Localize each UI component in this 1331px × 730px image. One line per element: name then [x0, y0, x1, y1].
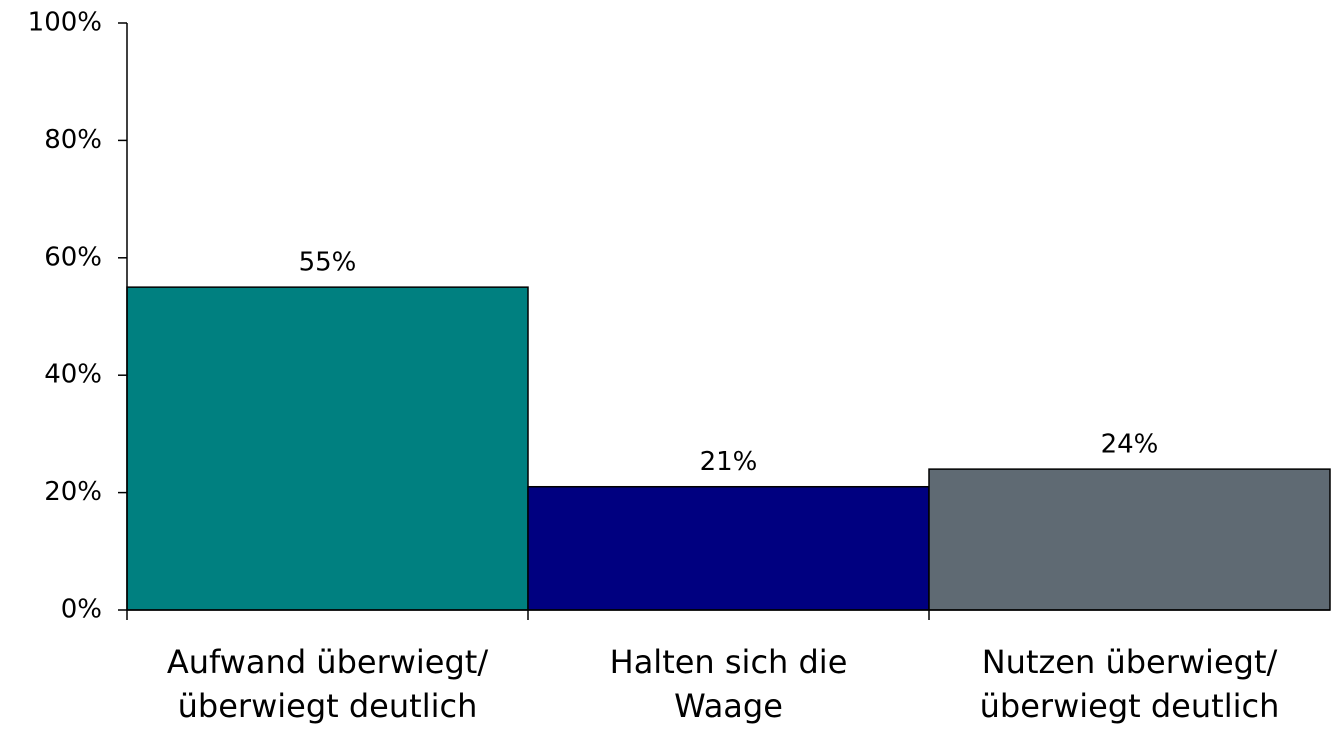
value-label: 55%: [299, 248, 357, 278]
y-tick-label: 0%: [61, 595, 102, 625]
bar: [928, 468, 1331, 611]
bar: [126, 286, 529, 611]
x-tick-label: Nutzen überwiegt/ überwiegt deutlich: [979, 643, 1280, 725]
y-tick-label: 100%: [28, 8, 102, 38]
x-tick-label: Halten sich die Waage: [609, 643, 848, 725]
value-label: 21%: [700, 447, 758, 477]
bar: [527, 485, 930, 611]
y-tick-label: 80%: [44, 125, 102, 155]
x-tick-label: Aufwand überwiegt/ überwiegt deutlich: [166, 643, 489, 725]
value-label: 24%: [1101, 430, 1159, 460]
y-tick-label: 40%: [44, 360, 102, 390]
y-tick-label: 20%: [44, 477, 102, 507]
y-tick-label: 60%: [44, 242, 102, 272]
